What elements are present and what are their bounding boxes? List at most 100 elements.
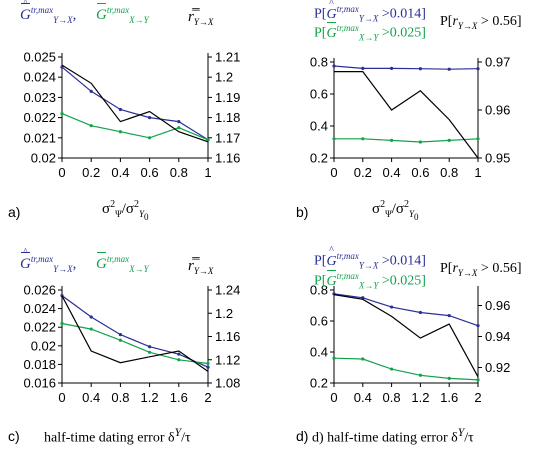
- panel-c-x-title: half-time dating error δY/τ: [44, 426, 191, 446]
- panel-a-blue-series-line: [61, 66, 209, 141]
- panel-b-x-tick-label: 0.6: [411, 165, 429, 180]
- panel-a-green-point: [89, 124, 93, 128]
- panel-c-legend-blue: G ^ tr,maxY→X,: [20, 247, 77, 274]
- panel-d-legend-black: P[rY→X > 0.56]: [440, 261, 522, 278]
- panel-c-green-point: [206, 361, 210, 366]
- panel-c-left-tick-label: 0.026: [23, 283, 56, 298]
- panel-label-c: c): [8, 428, 20, 444]
- panel-b-black-series-line: [334, 70, 479, 159]
- panel-d-x-tick-label: 1.6: [440, 390, 458, 405]
- panel-b-x-tick-label: 0.2: [354, 165, 372, 180]
- panel-d-x-tick-label: 2: [474, 390, 481, 405]
- panel-b-x-title: σ2Ψ/σ2Y0: [372, 199, 419, 222]
- panel-d-blue-point: [390, 305, 394, 309]
- panel-a-blue-point: [148, 116, 152, 120]
- panel-b-right-tick-label: 0.96: [485, 103, 510, 118]
- panel-c-legend-black: r̿Y→X: [188, 258, 214, 276]
- panel-a-left-tick-label: 0.023: [23, 90, 56, 105]
- panel-a-green-point: [60, 111, 64, 116]
- panel-b-green-point: [390, 138, 394, 142]
- panel-c-left-tick-label: 0.018: [23, 357, 56, 372]
- panel-c-right-tick-label: 1.24: [215, 283, 240, 298]
- panel-d-right-tick-label: 0.96: [485, 298, 510, 313]
- panel-c-x-tick-label: 0.8: [111, 390, 129, 405]
- panel-a-x-tick-label: 0.2: [82, 165, 100, 180]
- panel-b-green-point: [476, 137, 480, 141]
- panel-c-green-point: [60, 321, 64, 326]
- panel-a-green-point: [206, 138, 210, 142]
- panel-a-right-tick-label: 1.21: [215, 50, 240, 65]
- panel-b-x-tick-label: 1: [474, 165, 481, 180]
- panel-d-green-point: [332, 356, 336, 360]
- panel-b-blue-point: [332, 64, 336, 68]
- panel-c-x-tick-label: 0: [58, 390, 65, 405]
- panel-a-legend-blue: G ^ tr,maxY→X,: [20, 0, 77, 25]
- panel-d-left-tick-label: 0.2: [310, 376, 328, 391]
- panel-d-green-point: [418, 373, 422, 377]
- panel-a-x-tick-label: 0.6: [141, 165, 159, 180]
- panel-a-left-tick-label: 0.022: [23, 110, 56, 125]
- panel-d-x-tick-label: 0.4: [354, 390, 372, 405]
- panel-d-legend-blue: P[G ^ tr,maxY→X >0.014]: [314, 244, 426, 271]
- panel-c-blue-point: [206, 365, 210, 369]
- panel-b-x-tick-label: 0.4: [383, 165, 401, 180]
- panel-d-x-tick-label: 0.8: [383, 390, 401, 405]
- panel-c-green-point: [177, 358, 181, 362]
- panel-b-blue-series-line: [333, 65, 479, 70]
- panel-d-black-series-line: [333, 294, 479, 378]
- panel-c-left-tick-label: 0.016: [23, 376, 56, 391]
- panel-c-green-point: [118, 338, 122, 342]
- panel-b-legend-green: P[G tr,maxX→Y >0.025]: [314, 21, 426, 43]
- panel-b-right-tick-label: 0.95: [485, 151, 510, 166]
- panel-c-blue-point: [118, 333, 122, 337]
- panel-b-x-tick-label: 0: [330, 165, 337, 180]
- panel-c-right-tick-label: 1.2: [215, 306, 233, 321]
- panel-b-blue-point: [476, 67, 480, 71]
- panel-label-a: a): [8, 204, 21, 220]
- panel-a-left-tick-label: 0.025: [23, 50, 56, 65]
- panel-a-right-tick-label: 1.18: [215, 110, 240, 125]
- panel-c-green-point: [89, 327, 93, 331]
- panel-b-blue-point: [390, 66, 394, 70]
- panel-a-green-point: [118, 130, 122, 134]
- panel-c-right-tick-label: 1.16: [215, 329, 240, 344]
- panel-d-x-title: d) half-time dating error δY/τ: [312, 426, 474, 446]
- panel-a-left-tick-label: 0.024: [23, 70, 56, 85]
- panel-a-x-tick-label: 0: [58, 165, 65, 180]
- panel-a-x-tick-label: 0.4: [111, 165, 129, 180]
- panel-b-left-tick-label: 0.2: [310, 151, 328, 166]
- panel-b-blue-point: [447, 67, 451, 71]
- panel-a-green-point: [177, 126, 181, 130]
- panel-c-right-tick-label: 1.12: [215, 352, 240, 367]
- panel-a-black-series-line: [61, 64, 209, 143]
- panel-d-x-tick-label: 1.2: [411, 390, 429, 405]
- panel-d-left-tick-label: 0.4: [310, 345, 328, 360]
- panel-b-green-point: [418, 140, 422, 144]
- panel-d-blue-point: [418, 310, 422, 315]
- panel-d-legend-green: P[G tr,maxX→Y >0.025]: [314, 269, 426, 291]
- panel-d-left-tick-label: 0.6: [310, 314, 328, 329]
- panel-d-right-tick-label: 0.92: [485, 360, 510, 375]
- panel-label-d: d): [296, 428, 309, 444]
- panel-b-right-tick-label: 0.97: [485, 55, 510, 70]
- panel-c-right-tick-label: 1.08: [215, 376, 240, 391]
- panel-a-green-point: [148, 136, 152, 140]
- panel-d-green-series-line: [333, 357, 479, 381]
- panel-a-blue-point: [89, 89, 93, 93]
- panel-b-green-point: [447, 138, 451, 142]
- panel-d-blue-point: [447, 313, 451, 318]
- panel-d-green-point: [390, 367, 394, 371]
- panel-d-right-tick-label: 0.94: [485, 329, 510, 344]
- panel-a-blue-point: [177, 120, 181, 124]
- panel-c-green-series-line: [61, 322, 209, 365]
- panel-c-green-point: [148, 350, 152, 354]
- panel-c-x-tick-label: 1.2: [141, 390, 159, 405]
- panel-d-green-point: [361, 357, 365, 361]
- panel-c-x-tick-label: 0.4: [82, 390, 100, 405]
- panel-b-legend-black: P[rY→X > 0.56]: [440, 14, 522, 31]
- panel-c-blue-point: [89, 315, 93, 319]
- panel-a-left-tick-label: 0.02: [31, 151, 56, 166]
- panel-c-blue-point: [177, 352, 181, 356]
